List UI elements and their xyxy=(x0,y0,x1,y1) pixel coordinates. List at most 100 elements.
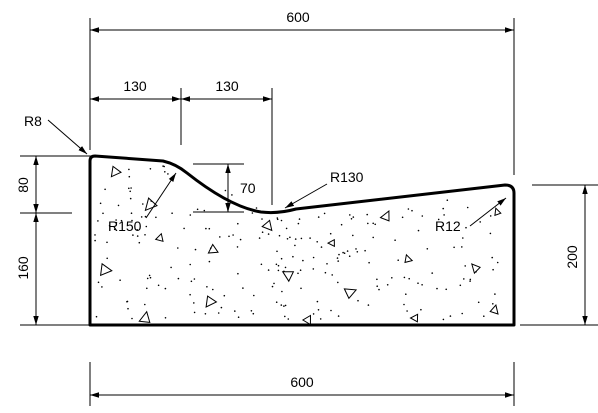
aggregate-dot xyxy=(193,278,196,280)
aggregate-dot xyxy=(420,308,422,311)
aggregate-dot xyxy=(144,215,147,218)
aggregate-dot xyxy=(367,304,370,306)
aggregate-dot xyxy=(431,272,434,274)
aggregate-dot xyxy=(355,248,357,250)
aggregate-dot xyxy=(275,301,278,304)
aggregate-dot xyxy=(287,318,290,320)
aggregate-dot xyxy=(417,282,419,285)
aggregate-dot xyxy=(436,287,438,290)
dimension-left-lower-label: 160 xyxy=(15,256,31,280)
aggregate-dot xyxy=(348,255,351,257)
aggregate-dot xyxy=(113,228,116,231)
aggregate-dot xyxy=(421,284,423,286)
aggregate-dot xyxy=(464,265,467,267)
aggregate-dot xyxy=(376,285,379,288)
aggregate-dot xyxy=(145,225,148,228)
aggregate-dot xyxy=(94,234,96,236)
aggregate-dot xyxy=(372,222,375,225)
aggregate-dot xyxy=(316,300,319,303)
aggregate-dot xyxy=(331,274,334,276)
aggregate-dot xyxy=(459,284,462,287)
aggregate-dot xyxy=(271,285,274,288)
aggregate-dot xyxy=(276,218,279,221)
aggregate-dot xyxy=(171,212,173,214)
aggregate-dot xyxy=(224,189,227,192)
aggregate-dot xyxy=(189,214,192,216)
aggregate-dot xyxy=(309,237,311,239)
aggregate-dot xyxy=(349,214,351,216)
aggregate-stone xyxy=(494,207,502,217)
aggregate-dot xyxy=(317,309,320,311)
aggregate-dot xyxy=(292,255,294,258)
aggregate-dot xyxy=(146,277,149,280)
dimension-top-left-label: 130 xyxy=(123,78,147,94)
aggregate-dot xyxy=(255,207,258,209)
aggregate-stone xyxy=(281,271,295,283)
aggregate-dot xyxy=(205,227,207,230)
aggregate-dot xyxy=(284,266,287,269)
aggregate-dot xyxy=(391,277,393,279)
aggregate-dot xyxy=(164,171,166,173)
aggregate-dot xyxy=(189,263,191,266)
aggregate-stone xyxy=(326,238,335,248)
aggregate-dot xyxy=(97,281,100,284)
aggregate-dot xyxy=(394,239,396,241)
aggregate-dot xyxy=(492,268,494,271)
aggregate-dot xyxy=(193,311,196,314)
concrete-aggregate-hatch xyxy=(94,165,502,326)
aggregate-dot xyxy=(319,318,322,320)
aggregate-dot xyxy=(203,209,206,212)
aggregate-dot xyxy=(281,290,283,293)
aggregate-dot xyxy=(403,303,405,306)
aggregate-dot xyxy=(157,284,160,287)
aggregate-dot xyxy=(136,229,138,231)
aggregate-dot xyxy=(208,227,211,230)
aggregate-dot xyxy=(443,214,445,216)
aggregate-dot xyxy=(372,236,375,239)
aggregate-dot xyxy=(130,212,133,214)
aggregate-dot xyxy=(260,263,263,266)
aggregate-dot xyxy=(131,317,133,320)
aggregate-dot xyxy=(352,216,355,218)
aggregate-dot xyxy=(129,190,131,193)
aggregate-dot xyxy=(94,239,96,242)
aggregate-dot xyxy=(469,278,472,281)
aggregate-dot xyxy=(115,221,118,224)
dimension-inner-drop-label: 70 xyxy=(240,180,256,196)
aggregate-dot xyxy=(149,168,152,170)
aggregate-dot xyxy=(446,199,449,201)
aggregate-dot xyxy=(128,168,130,171)
aggregate-dot xyxy=(329,232,332,235)
aggregate-dot xyxy=(312,256,315,259)
aggregate-dot xyxy=(312,313,315,315)
aggregate-dot xyxy=(189,293,191,296)
aggregate-dot xyxy=(239,238,242,241)
aggregate-dot xyxy=(277,269,280,272)
aggregate-dot xyxy=(136,235,139,237)
aggregate-stone xyxy=(409,313,419,323)
aggregate-dot xyxy=(237,316,240,319)
aggregate-dot xyxy=(170,266,172,269)
aggregate-dot xyxy=(164,317,167,319)
radius-concave-label: R130 xyxy=(330,169,364,185)
aggregate-dot xyxy=(442,318,445,321)
aggregate-dot xyxy=(131,219,133,222)
aggregate-dot xyxy=(397,259,400,262)
aggregate-dot xyxy=(253,294,255,297)
dimension-bottom-overall: 600 xyxy=(89,362,515,406)
aggregate-dot xyxy=(285,227,288,230)
aggregate-dot xyxy=(237,272,239,275)
aggregate-dot xyxy=(300,287,302,290)
dimension-right-label: 200 xyxy=(564,245,580,269)
aggregate-dot xyxy=(280,304,283,306)
aggregate-dot xyxy=(403,276,406,279)
dimension-top-mid-label: 130 xyxy=(215,78,239,94)
aggregate-dot xyxy=(177,277,180,280)
aggregate-dot xyxy=(277,264,280,267)
aggregate-dot xyxy=(231,194,233,196)
aggregate-dot xyxy=(368,261,370,264)
aggregate-dot xyxy=(132,234,134,236)
aggregate-dot xyxy=(496,261,499,264)
aggregate-dot xyxy=(163,165,165,168)
